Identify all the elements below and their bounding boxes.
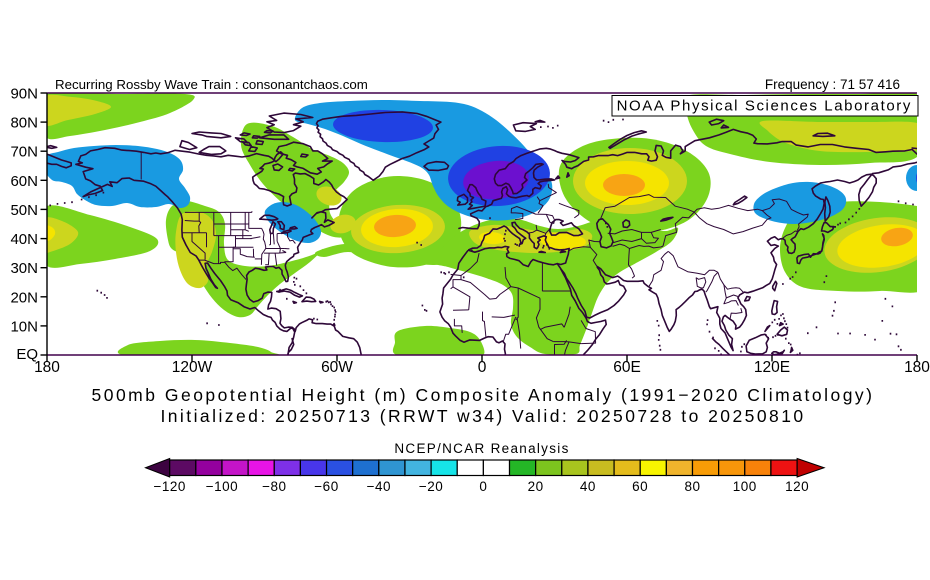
svg-text:180: 180 <box>34 359 60 376</box>
svg-text:−80: −80 <box>262 479 286 494</box>
svg-text:−40: −40 <box>367 479 391 494</box>
svg-text:NOAA Physical Sciences Laborat: NOAA Physical Sciences Laboratory <box>617 98 912 115</box>
svg-text:90N: 90N <box>10 86 38 103</box>
svg-text:Frequency : 71 57 416: Frequency : 71 57 416 <box>765 77 900 92</box>
svg-text:40N: 40N <box>10 231 38 248</box>
svg-text:−20: −20 <box>419 479 443 494</box>
svg-text:60: 60 <box>632 479 648 494</box>
svg-text:Recurring Rossby Wave Train :: Recurring Rossby Wave Train : consonantc… <box>55 77 368 92</box>
svg-text:0: 0 <box>478 359 487 376</box>
svg-text:120: 120 <box>785 479 809 494</box>
svg-text:−120: −120 <box>153 479 185 494</box>
svg-text:50N: 50N <box>10 202 38 219</box>
svg-text:500mb Geopotential Height (m): 500mb Geopotential Height (m) Composite … <box>91 385 874 405</box>
svg-text:Initialized: 20250713 (RRWT w3: Initialized: 20250713 (RRWT w34) Valid: … <box>160 406 805 426</box>
svg-text:70N: 70N <box>10 144 38 161</box>
svg-text:30N: 30N <box>10 260 38 277</box>
svg-text:60N: 60N <box>10 173 38 190</box>
svg-text:40: 40 <box>580 479 596 494</box>
svg-text:80: 80 <box>684 479 700 494</box>
svg-text:120E: 120E <box>754 359 790 376</box>
svg-text:−100: −100 <box>206 479 238 494</box>
svg-text:20N: 20N <box>10 289 38 306</box>
svg-text:100: 100 <box>733 479 757 494</box>
svg-text:10N: 10N <box>10 318 38 335</box>
svg-text:80N: 80N <box>10 115 38 132</box>
svg-text:EQ: EQ <box>16 346 38 363</box>
svg-text:0: 0 <box>479 479 487 494</box>
svg-text:NCEP/NCAR Reanalysis: NCEP/NCAR Reanalysis <box>394 441 569 456</box>
svg-text:20: 20 <box>528 479 544 494</box>
svg-text:−60: −60 <box>314 479 338 494</box>
svg-text:60E: 60E <box>613 359 641 376</box>
svg-text:60W: 60W <box>321 359 353 376</box>
svg-text:120W: 120W <box>172 359 213 376</box>
svg-text:180: 180 <box>904 359 930 376</box>
